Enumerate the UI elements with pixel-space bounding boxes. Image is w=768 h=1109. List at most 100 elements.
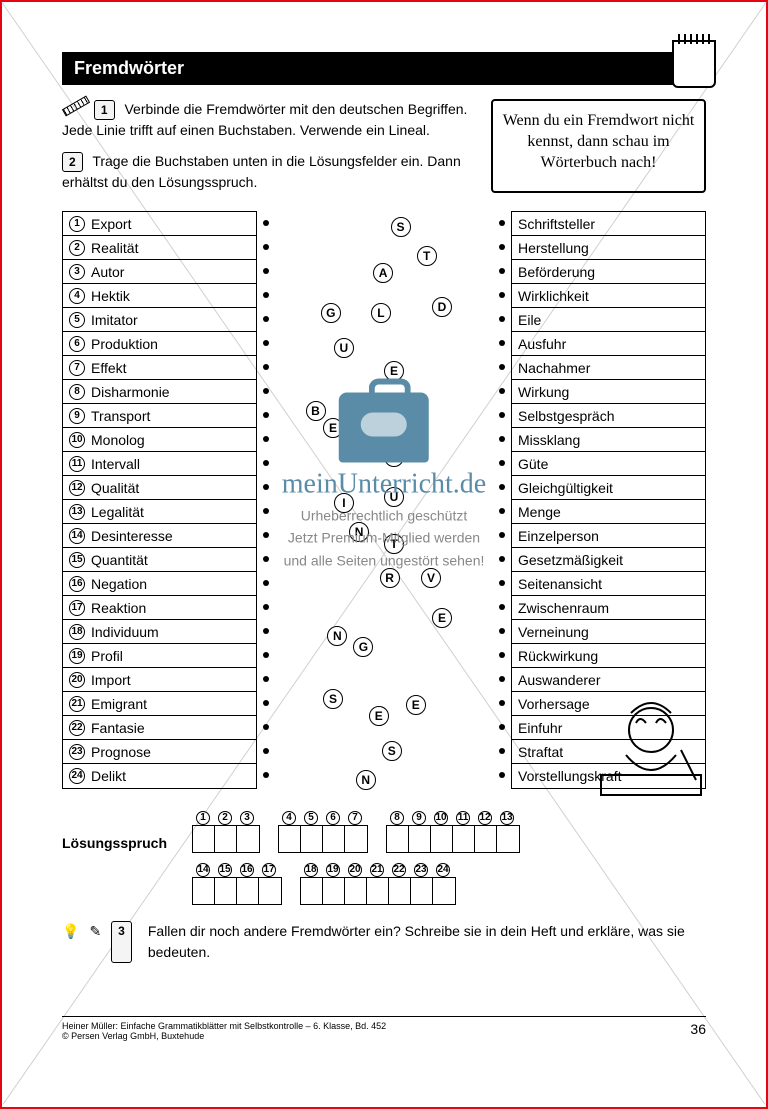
list-item: 7Effekt [63,356,256,380]
connection-dot [257,691,275,715]
answer-box [345,826,367,852]
letter-bubble: S [382,741,402,761]
letter-bubble: S [391,217,411,237]
list-item: 19Profil [63,644,256,668]
letter-bubble: U [334,338,354,358]
footer-credit: Heiner Müller: Einfache Grammatikblätter… [62,1021,386,1031]
list-item: Seitenansicht [512,572,705,596]
list-item: Güte [512,452,705,476]
connection-dot [493,571,511,595]
connection-dot [493,763,511,787]
letter-bubble: L [371,303,391,323]
answer-box [433,878,455,904]
connection-dot [493,595,511,619]
letter-bubble: A [373,263,393,283]
connection-dot [493,499,511,523]
answer-box [411,878,433,904]
letter-bubble: E [384,361,404,381]
list-item: Selbstgespräch [512,404,705,428]
connection-dot [257,619,275,643]
list-item: Gesetzmäßigkeit [512,548,705,572]
answer-box [259,878,281,904]
list-item: Wirklichkeit [512,284,705,308]
connection-dot [257,259,275,283]
list-item: 9Transport [63,404,256,428]
answer-box [237,878,259,904]
list-item: 14Desinteresse [63,524,256,548]
letter-bubble: N [349,522,369,542]
left-column: 1Export2Realität3Autor4Hektik5Imitator6P… [62,211,257,789]
answer-box [345,878,367,904]
answer-box [301,826,323,852]
letter-bubble: U [384,487,404,507]
list-item: 15Quantität [63,548,256,572]
answer-box [323,826,345,852]
footer-publisher: © Persen Verlag GmbH, Buxtehude [62,1031,386,1041]
connection-dot [493,667,511,691]
connection-dot [493,235,511,259]
list-item: Rückwirkung [512,644,705,668]
letter-bubble: V [421,568,441,588]
answer-box [323,878,345,904]
connection-dot [257,475,275,499]
letter-bubble: T [417,246,437,266]
list-item: 6Produktion [63,332,256,356]
connection-dot [257,715,275,739]
connection-dot [257,427,275,451]
connection-dot [257,355,275,379]
connection-dot [493,427,511,451]
letter-bubble: B [384,447,404,467]
list-item: 1Export [63,212,256,236]
student-drawing-icon [596,695,716,805]
connection-dot [493,643,511,667]
answer-box [237,826,259,852]
connection-dot [257,235,275,259]
answer-box [409,826,431,852]
connection-dot [257,283,275,307]
letter-bubble: S [323,689,343,709]
connection-dot [257,667,275,691]
connection-dot [493,739,511,763]
watermark-line3: und alle Seiten ungestört sehen! [282,549,486,571]
connection-dot [493,259,511,283]
list-item: 22Fantasie [63,716,256,740]
list-item: 2Realität [63,236,256,260]
connection-dot [493,403,511,427]
connection-dot [257,763,275,787]
connection-dot [257,499,275,523]
list-item: 13Legalität [63,500,256,524]
answer-box [301,878,323,904]
solution-label: Lösungsspruch [62,811,182,851]
list-item: Wirkung [512,380,705,404]
connection-dot [257,571,275,595]
list-item: Menge [512,500,705,524]
letter-bubble: T [384,534,404,554]
connection-dot [493,355,511,379]
task-number-2: 2 [62,152,83,172]
list-item: Schriftsteller [512,212,705,236]
connection-dot [257,547,275,571]
list-item: Nachahmer [512,356,705,380]
list-item: Herstellung [512,236,705,260]
connection-dot [493,451,511,475]
list-item: 23Prognose [63,740,256,764]
left-dots [257,211,275,789]
list-item: 8Disharmonie [63,380,256,404]
answer-box [431,826,453,852]
answer-box [475,826,497,852]
letter-area: meinUnterricht.de Urheberrechtlich gesch… [275,211,493,789]
letter-bubble: E [369,706,389,726]
connection-dot [257,595,275,619]
letter-bubble: N [327,626,347,646]
letter-bubble: E [432,608,452,628]
letter-bubble: N [356,770,376,790]
title-bar: Fremdwörter 36 [62,52,706,85]
task1-text: Verbinde die Fremdwörter mit den deutsch… [62,101,467,138]
answer-box [367,878,389,904]
list-item: 5Imitator [63,308,256,332]
list-item: Verneinung [512,620,705,644]
connection-dot [257,307,275,331]
list-item: Einzelperson [512,524,705,548]
list-item: 4Hektik [63,284,256,308]
connection-dot [493,211,511,235]
